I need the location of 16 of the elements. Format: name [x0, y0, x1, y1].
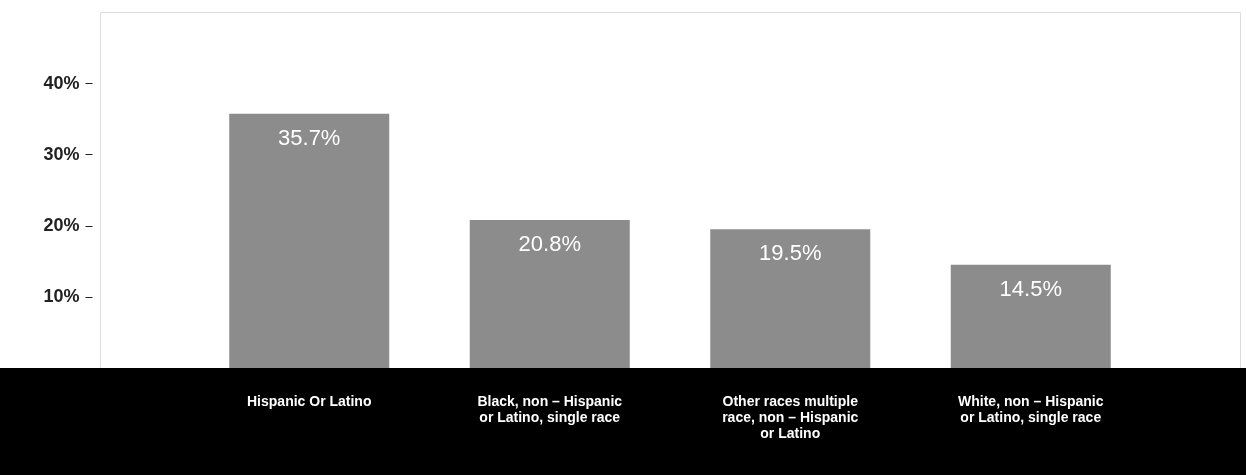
- data-label: 35.7%: [278, 124, 341, 150]
- data-label: 19.5%: [759, 240, 822, 266]
- bar: [710, 229, 871, 368]
- data-label: 14.5%: [999, 275, 1062, 301]
- bar: [950, 264, 1111, 368]
- y-tick-label: 40%: [43, 72, 80, 93]
- data-label: 20.8%: [518, 230, 581, 256]
- x-tick-label: Other races multiple race, non – Hispanic or Latino: [722, 392, 859, 441]
- bar: [469, 219, 630, 368]
- y-tick-label: 30%: [43, 143, 80, 164]
- y-tick-label: 10%: [43, 286, 80, 307]
- x-tick-label: Hispanic Or Latino: [247, 392, 372, 409]
- x-tick-label: Black, non – Hispanic or Latino, single race: [477, 392, 623, 425]
- x-tick-label: White, non – Hispanic or Latino, single race: [958, 392, 1104, 425]
- bar: [229, 113, 390, 368]
- y-tick-label: 20%: [43, 215, 80, 236]
